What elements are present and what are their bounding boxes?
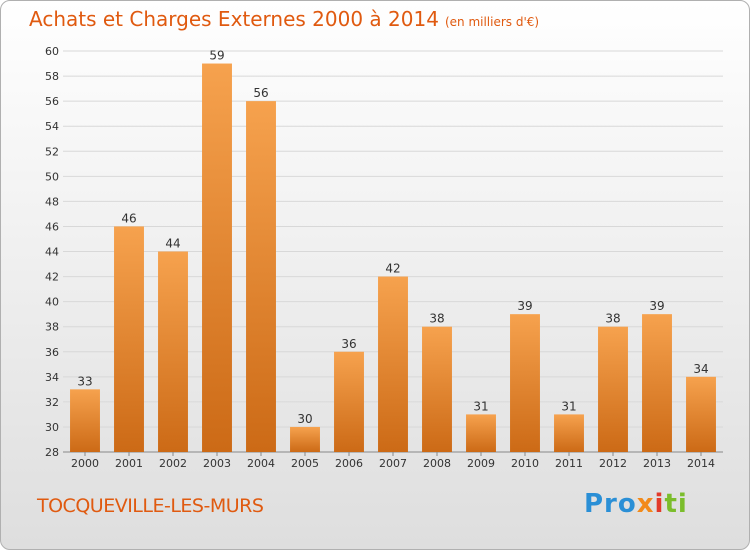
data-label: 38 — [605, 312, 620, 326]
y-tick-label: 48 — [45, 195, 59, 208]
y-tick-label: 40 — [45, 296, 59, 309]
x-tick-label: 2002 — [159, 457, 187, 470]
x-tick-label: 2009 — [467, 457, 495, 470]
logo-part: Pro — [584, 489, 637, 519]
data-label: 44 — [165, 237, 180, 251]
data-label: 31 — [561, 399, 576, 413]
data-label: 39 — [649, 299, 664, 313]
y-tick-label: 44 — [45, 246, 59, 259]
data-label: 38 — [429, 312, 444, 326]
x-axis-ticks: 2000 2001 2002 2003 2004 2005 2006 2007 2008 2009… — [71, 452, 715, 470]
data-label: 36 — [341, 337, 356, 351]
logo-part: i — [654, 489, 665, 519]
bar-2006 — [334, 351, 364, 452]
logo-part: x — [636, 489, 655, 519]
data-label: 59 — [209, 49, 224, 63]
y-tick-label: 54 — [45, 120, 59, 133]
y-tick-label: 56 — [45, 95, 59, 108]
x-tick-label: 2006 — [335, 457, 363, 470]
proxiti-logo[interactable]: Proxiti — [584, 489, 688, 519]
title-text: Achats et Charges Externes 2000 à 2014 — [29, 7, 439, 31]
bar-2001 — [114, 226, 144, 452]
x-tick-label: 2013 — [643, 457, 671, 470]
y-tick-label: 30 — [45, 421, 59, 434]
x-tick-label: 2010 — [511, 457, 539, 470]
bar-2004 — [246, 101, 276, 452]
bar-2005 — [290, 426, 320, 452]
bar-2002 — [158, 251, 188, 452]
bar-2014 — [686, 376, 716, 452]
y-axis-ticks: 28 30 32 34 36 38 40 42 44 46 48 50 52 54 56 58 60 — [45, 45, 59, 459]
x-tick-label: 2011 — [555, 457, 583, 470]
x-tick-label: 2004 — [247, 457, 275, 470]
bar-2007 — [378, 276, 408, 452]
y-tick-label: 34 — [45, 371, 59, 384]
chart-subtitle: (en milliers d'€) — [444, 15, 540, 29]
x-tick-label: 2005 — [291, 457, 319, 470]
x-tick-label: 2001 — [115, 457, 143, 470]
x-tick-label: 2007 — [379, 457, 407, 470]
data-label: 33 — [77, 374, 92, 388]
x-tick-label: 2000 — [71, 457, 99, 470]
bar-2011 — [554, 414, 584, 452]
bar-2000 — [70, 389, 100, 452]
data-label: 46 — [121, 211, 136, 225]
data-labels: 33 46 44 59 56 30 36 42 38 31 39 31 38 39 34 — [77, 49, 708, 426]
x-tick-label: 2003 — [203, 457, 231, 470]
x-tick-label: 2012 — [599, 457, 627, 470]
bar-2008 — [422, 326, 452, 452]
y-tick-label: 52 — [45, 145, 59, 158]
x-tick-label: 2008 — [423, 457, 451, 470]
y-tick-label: 58 — [45, 70, 59, 83]
commune-name: TOCQUEVILLE-LES-MURS — [37, 495, 264, 517]
y-tick-label: 28 — [45, 446, 59, 459]
data-label: 39 — [517, 299, 532, 313]
data-label: 56 — [253, 86, 268, 100]
y-tick-label: 50 — [45, 170, 59, 183]
chart-title: Achats et Charges Externes 2000 à 2014 (e… — [29, 7, 539, 31]
bar-2010 — [510, 314, 540, 452]
data-label: 34 — [693, 362, 708, 376]
data-label: 30 — [297, 412, 312, 426]
y-tick-label: 46 — [45, 220, 59, 233]
data-label: 42 — [385, 262, 400, 276]
bar-2012 — [598, 326, 628, 452]
y-tick-label: 60 — [45, 45, 59, 58]
y-tick-label: 38 — [45, 321, 59, 334]
bars — [70, 63, 716, 452]
bar-2013 — [642, 314, 672, 452]
logo-part: ti — [664, 489, 688, 519]
bar-2009 — [466, 414, 496, 452]
y-tick-label: 42 — [45, 271, 59, 284]
data-label: 31 — [473, 399, 488, 413]
x-tick-label: 2014 — [687, 457, 715, 470]
y-tick-label: 36 — [45, 346, 59, 359]
y-tick-label: 32 — [45, 396, 59, 409]
bar-2003 — [202, 63, 232, 452]
